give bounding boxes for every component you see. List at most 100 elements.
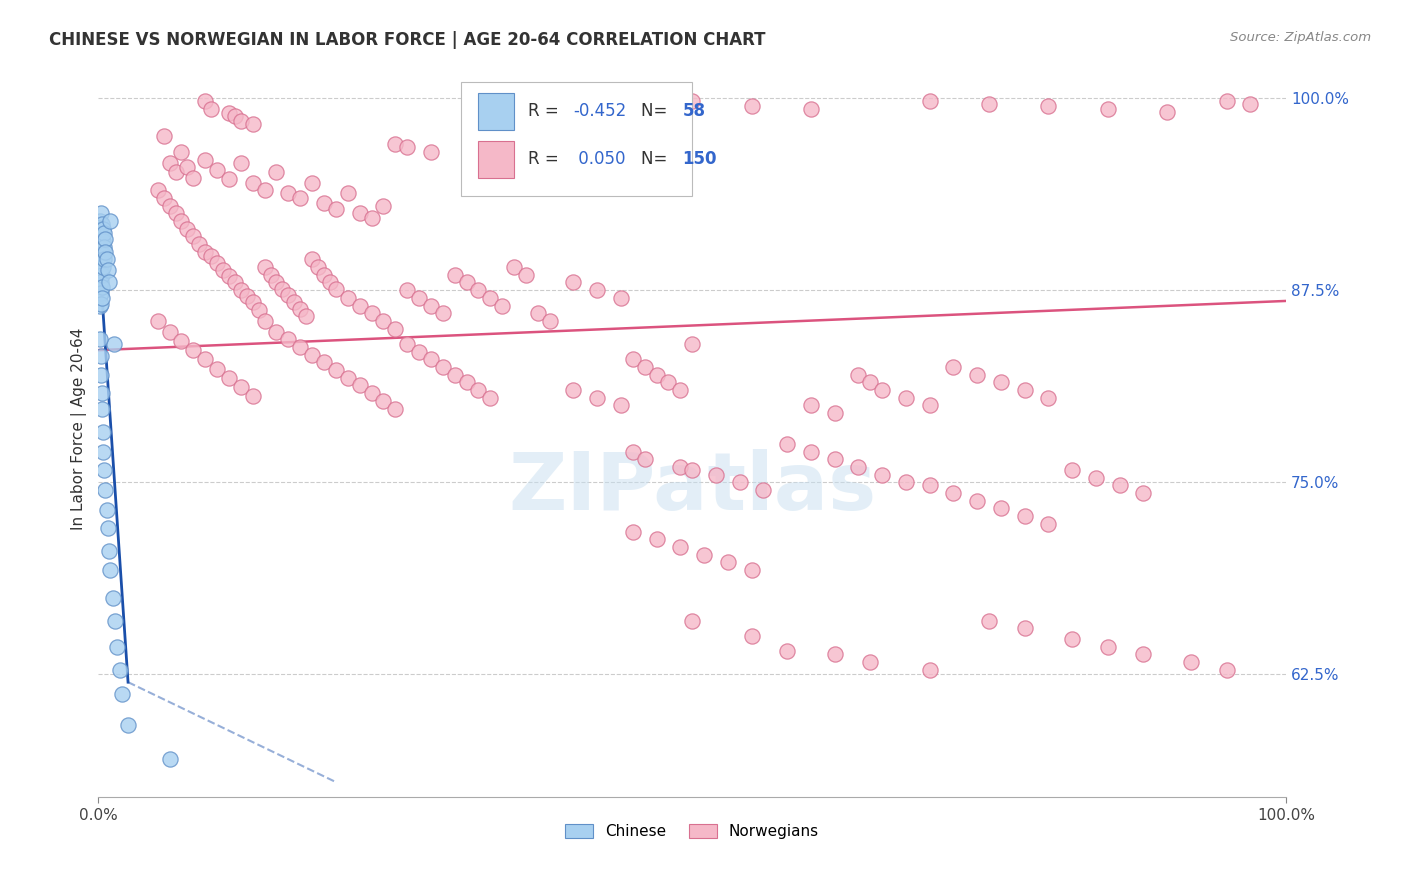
Point (870, 467, 893, 482)
Point (90, 221, 112, 235)
Point (176, 221, 198, 235)
Point (90, 386, 112, 401)
Point (89, 268, 111, 282)
Point (1084, 471, 1107, 485)
Point (800, 399, 823, 413)
Point (90, 255, 112, 269)
Point (89, 252, 111, 267)
Point (325, 202, 347, 216)
Point (396, 337, 419, 351)
Point (200, 102, 222, 116)
Point (1215, 94, 1237, 108)
Point (90, 276, 112, 290)
Point (918, 478, 941, 492)
Point (89, 214, 111, 228)
Point (859, 376, 882, 390)
Point (657, 376, 679, 390)
Point (503, 260, 526, 274)
Point (97, 521, 120, 535)
Point (1038, 99, 1060, 113)
Point (349, 206, 371, 220)
Point (610, 291, 633, 305)
Point (384, 137, 406, 152)
Point (443, 368, 465, 382)
Point (621, 352, 644, 367)
Point (312, 268, 335, 282)
Point (290, 301, 312, 316)
Point (966, 493, 988, 508)
Point (111, 688, 134, 702)
Point (176, 160, 198, 174)
Point (91, 425, 114, 439)
Point (98, 276, 121, 290)
Point (681, 94, 703, 108)
Point (98, 563, 121, 577)
Text: R =: R = (529, 103, 564, 120)
Point (419, 145, 441, 159)
Point (586, 283, 609, 297)
Point (918, 663, 941, 677)
Point (90, 297, 112, 311)
Point (349, 378, 371, 392)
Point (277, 287, 299, 301)
Point (253, 314, 276, 328)
Text: Source: ZipAtlas.com: Source: ZipAtlas.com (1230, 31, 1371, 45)
Point (94, 483, 117, 497)
Point (266, 325, 288, 339)
Point (108, 663, 131, 677)
Point (159, 155, 181, 169)
Point (319, 276, 342, 290)
Point (90, 401, 112, 416)
Point (538, 314, 561, 328)
Point (218, 106, 240, 120)
Point (824, 648, 846, 662)
Point (96, 252, 118, 267)
Point (266, 165, 288, 179)
Point (1156, 104, 1178, 119)
Point (104, 614, 127, 628)
Point (283, 295, 305, 310)
Point (218, 269, 240, 284)
Point (325, 363, 347, 377)
Point (98, 544, 121, 558)
Point (1108, 478, 1130, 492)
Point (91, 234, 114, 248)
Point (90, 229, 112, 244)
Legend: Chinese, Norwegians: Chinese, Norwegians (560, 818, 825, 845)
Point (90, 368, 112, 382)
Point (336, 186, 359, 201)
Point (90, 237, 112, 252)
Point (90, 244, 112, 259)
Point (194, 153, 217, 167)
Point (360, 306, 382, 320)
Point (894, 475, 917, 490)
Point (253, 260, 276, 274)
Point (91, 248, 114, 262)
Point (188, 237, 211, 252)
Point (205, 163, 228, 178)
Point (349, 299, 371, 313)
Point (277, 332, 299, 346)
Point (90, 286, 112, 301)
Point (621, 444, 644, 458)
Point (467, 283, 489, 297)
Point (1097, 640, 1119, 654)
Point (456, 276, 478, 290)
Point (776, 437, 799, 451)
Point (479, 291, 502, 305)
Point (977, 97, 1000, 112)
Point (336, 371, 359, 385)
Point (301, 176, 323, 190)
Point (859, 655, 882, 669)
Point (89, 287, 111, 301)
Point (800, 444, 823, 458)
Text: -0.452: -0.452 (574, 103, 627, 120)
Text: N=: N= (641, 103, 672, 120)
Point (824, 406, 846, 420)
Point (159, 752, 181, 766)
Point (146, 183, 169, 197)
Text: 58: 58 (683, 103, 706, 120)
Point (717, 555, 740, 569)
Point (301, 252, 323, 267)
Point (990, 376, 1012, 390)
